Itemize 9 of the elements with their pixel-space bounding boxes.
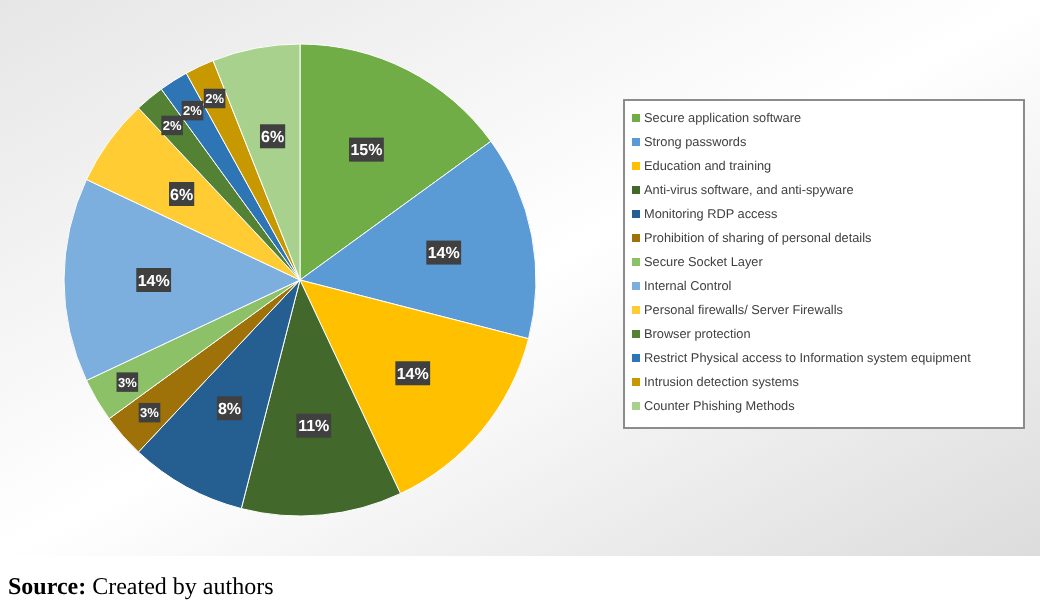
data-label: 6% (170, 185, 194, 204)
source-note: Source: Created by authors (8, 572, 275, 600)
data-label: 11% (298, 417, 330, 436)
data-label: 15% (350, 141, 383, 160)
data-label: 14% (396, 365, 429, 384)
data-label: 6% (261, 128, 285, 147)
data-label: 8% (217, 399, 242, 418)
data-label: 14% (427, 244, 460, 263)
data-label: 14% (137, 271, 170, 290)
